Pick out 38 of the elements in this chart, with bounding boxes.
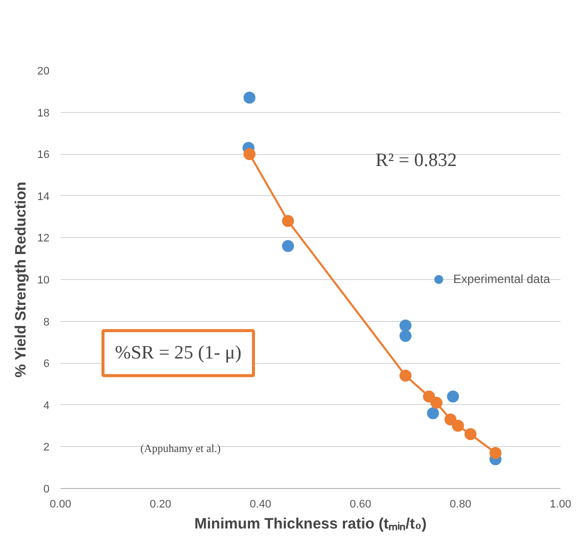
y-tick-label: 2 (43, 442, 50, 454)
y-tick-label: 8 (43, 316, 50, 328)
y-tick-label: 10 (37, 274, 50, 286)
y-tick-label: 6 (43, 358, 50, 370)
annotation: (Appuhamy et al.) (140, 443, 222, 456)
point (444, 414, 456, 426)
point (464, 428, 476, 440)
x-tick-label: 0.80 (450, 498, 472, 510)
y-tick-label: 16 (37, 149, 50, 162)
legend-label: Experimental data (453, 272, 550, 286)
point (282, 214, 294, 227)
annotation: R² = 0.832 (376, 150, 457, 171)
x-tick-label: 1.00 (550, 498, 572, 510)
point (244, 92, 256, 104)
point (282, 240, 294, 252)
x-tick-label: 0.20 (150, 498, 172, 510)
y-tick-label: 12 (37, 232, 50, 245)
x-tick-label: 0.00 (50, 498, 72, 510)
point (447, 390, 459, 403)
x-axis-title: Minimum Thickness ratio (tₘᵢₙ/t₀) (194, 516, 427, 532)
point (430, 396, 442, 409)
x-tick-label: 0.40 (250, 498, 272, 510)
annotation: %SR = 25 (1- μ) (115, 342, 242, 364)
y-tick-label: 20 (37, 66, 50, 78)
point (423, 390, 435, 403)
y-tick-label: 4 (43, 400, 50, 412)
x-tick-label: 0.60 (350, 498, 372, 510)
point (490, 446, 502, 459)
y-tick-label: 14 (37, 190, 50, 203)
y-axis-title: % Yield Strength Reduction (12, 182, 30, 378)
point (400, 319, 412, 332)
point (452, 420, 464, 432)
y-tick-label: 18 (37, 107, 50, 120)
point (427, 407, 439, 420)
point (400, 330, 412, 342)
point (400, 370, 412, 382)
y-tick-label: 0 (43, 484, 50, 496)
point (244, 148, 256, 160)
